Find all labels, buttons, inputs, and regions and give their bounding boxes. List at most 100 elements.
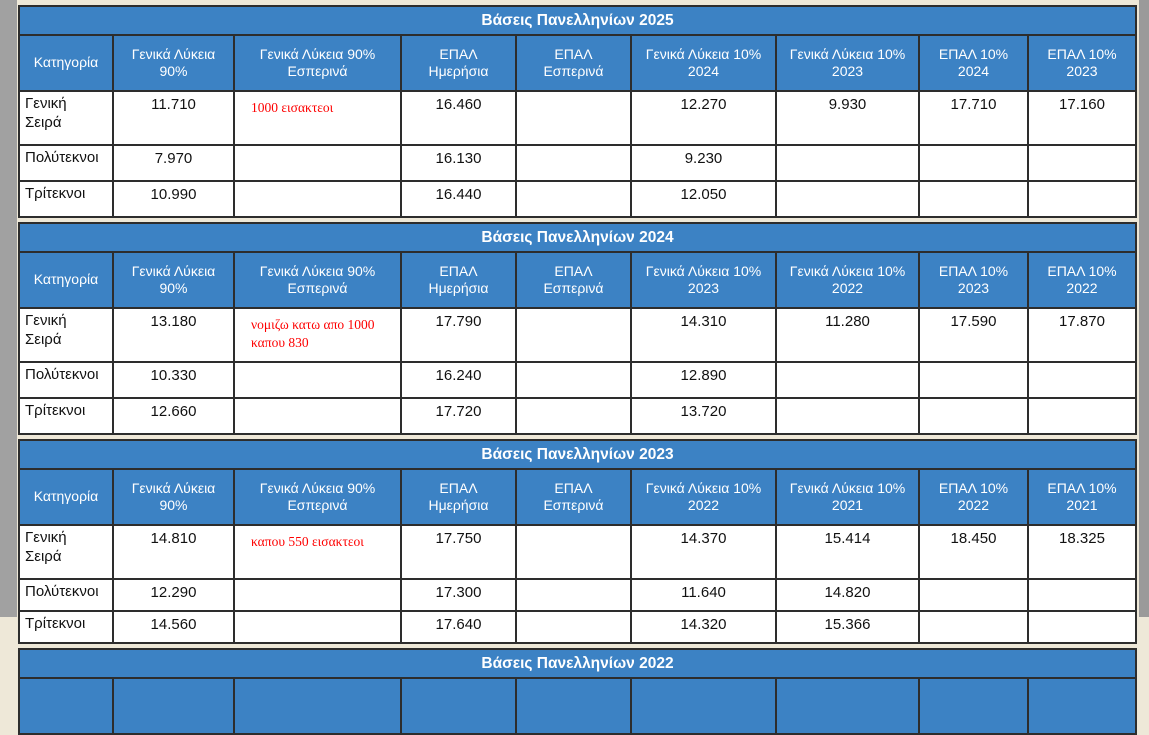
value-cell xyxy=(918,144,1029,182)
column-header xyxy=(630,677,777,735)
left-window-edge xyxy=(0,0,17,617)
value-cell xyxy=(233,578,402,612)
value-cell: 12.050 xyxy=(630,180,777,218)
column-header: Γενικά Λύκεια 10% 2023 xyxy=(775,34,920,92)
table-row: Τρίτεκνοι 12.660 17.720 13.720 xyxy=(18,397,1137,435)
column-header: Κατηγορία xyxy=(18,468,114,526)
value-cell xyxy=(775,180,920,218)
column-header: Γενικά Λύκεια 10% 2023 xyxy=(630,251,777,309)
column-header: Γενικά Λύκεια 90% Εσπερινά xyxy=(233,34,402,92)
value-cell: νομιζω κατω απο 1000 καπου 830 xyxy=(233,307,402,363)
column-header: ΕΠΑΛ Εσπερινά xyxy=(515,251,632,309)
value-cell: 14.310 xyxy=(630,307,777,363)
column-header xyxy=(400,677,517,735)
table-row: Γενική Σειρά 11.710 1000 εισακτεοι 16.460 12… xyxy=(18,90,1137,146)
value-cell: 17.750 xyxy=(400,524,517,580)
column-header xyxy=(18,677,114,735)
results-table-2024: Βάσεις Πανελληνίων 2024 Κατηγορία Γενικά Λ… xyxy=(18,222,1137,435)
value-cell: 16.460 xyxy=(400,90,517,146)
column-header: Γενικά Λύκεια 90% Εσπερινά xyxy=(233,251,402,309)
value-cell: 7.970 xyxy=(112,144,235,182)
value-cell: 17.300 xyxy=(400,578,517,612)
value-cell: 14.810 xyxy=(112,524,235,580)
results-table-2025: Βάσεις Πανελληνίων 2025 Κατηγορία Γενικά Λ… xyxy=(18,5,1137,218)
value-cell xyxy=(775,144,920,182)
value-cell xyxy=(515,397,632,435)
category-cell: Τρίτεκνοι xyxy=(18,610,114,644)
value-cell: 17.720 xyxy=(400,397,517,435)
value-cell xyxy=(515,610,632,644)
category-cell: Πολύτεκνοι xyxy=(18,578,114,612)
results-table-2022: Βάσεις Πανελληνίων 2022 xyxy=(18,648,1137,735)
value-cell: 15.366 xyxy=(775,610,920,644)
table-row: Πολύτεκνοι 10.330 16.240 12.890 xyxy=(18,361,1137,399)
value-cell: 11.710 xyxy=(112,90,235,146)
column-header: Γενικά Λύκεια 90% xyxy=(112,251,235,309)
category-cell: Πολύτεκνοι xyxy=(18,361,114,399)
value-cell xyxy=(775,361,920,399)
column-header: ΕΠΑΛ 10% 2021 xyxy=(1027,468,1137,526)
column-header xyxy=(233,677,402,735)
table-row: Γενική Σειρά 14.810 καπου 550 εισακτεοι 17.… xyxy=(18,524,1137,580)
category-cell: Τρίτεκνοι xyxy=(18,397,114,435)
value-cell: 16.440 xyxy=(400,180,517,218)
value-cell: 16.130 xyxy=(400,144,517,182)
value-cell xyxy=(515,524,632,580)
column-header: Γενικά Λύκεια 10% 2021 xyxy=(775,468,920,526)
value-cell xyxy=(233,397,402,435)
value-cell: 17.160 xyxy=(1027,90,1137,146)
column-header: Γενικά Λύκεια 90% Εσπερινά xyxy=(233,468,402,526)
value-cell xyxy=(918,578,1029,612)
handwritten-note: νομιζω κατω απο 1000 καπου 830 xyxy=(251,317,375,350)
column-header: ΕΠΑΛ 10% 2022 xyxy=(918,468,1029,526)
column-header xyxy=(775,677,920,735)
value-cell xyxy=(515,144,632,182)
column-header: ΕΠΑΛ 10% 2024 xyxy=(918,34,1029,92)
value-cell xyxy=(1027,180,1137,218)
column-header: Γενικά Λύκεια 90% xyxy=(112,34,235,92)
table-row: Τρίτεκνοι 10.990 16.440 12.050 xyxy=(18,180,1137,218)
value-cell: 17.640 xyxy=(400,610,517,644)
table-row: Πολύτεκνοι 7.970 16.130 9.230 xyxy=(18,144,1137,182)
table-title: Βάσεις Πανελληνίων 2023 xyxy=(18,439,1137,470)
results-table-2023: Βάσεις Πανελληνίων 2023 Κατηγορία Γενικά Λ… xyxy=(18,439,1137,644)
column-header: Γενικά Λύκεια 10% 2022 xyxy=(630,468,777,526)
column-header: Κατηγορία xyxy=(18,34,114,92)
value-cell: 12.890 xyxy=(630,361,777,399)
table-title: Βάσεις Πανελληνίων 2022 xyxy=(18,648,1137,679)
table-row: Πολύτεκνοι 12.290 17.300 11.640 14.820 xyxy=(18,578,1137,612)
column-header: ΕΠΑΛ Ημερήσια xyxy=(400,468,517,526)
value-cell: 14.820 xyxy=(775,578,920,612)
value-cell: 17.790 xyxy=(400,307,517,363)
value-cell xyxy=(233,180,402,218)
table-title: Βάσεις Πανελληνίων 2024 xyxy=(18,222,1137,253)
value-cell xyxy=(918,397,1029,435)
handwritten-note: 1000 εισακτεοι xyxy=(251,100,334,115)
value-cell: 11.640 xyxy=(630,578,777,612)
value-cell: 10.990 xyxy=(112,180,235,218)
category-cell: Γενική Σειρά xyxy=(18,524,114,580)
value-cell xyxy=(1027,397,1137,435)
tables-container: Βάσεις Πανελληνίων 2025 Κατηγορία Γενικά Λ… xyxy=(17,0,1139,735)
value-cell xyxy=(918,610,1029,644)
value-cell xyxy=(233,144,402,182)
category-cell: Πολύτεκνοι xyxy=(18,144,114,182)
value-cell xyxy=(775,397,920,435)
value-cell xyxy=(515,307,632,363)
column-header: Γενικά Λύκεια 10% 2024 xyxy=(630,34,777,92)
table-row: Γενική Σειρά 13.180 νομιζω κατω απο 1000 κ… xyxy=(18,307,1137,363)
value-cell xyxy=(918,361,1029,399)
column-header: Γενικά Λύκεια 90% xyxy=(112,468,235,526)
value-cell: 15.414 xyxy=(775,524,920,580)
value-cell xyxy=(515,361,632,399)
value-cell: 14.320 xyxy=(630,610,777,644)
column-header xyxy=(515,677,632,735)
value-cell: 17.870 xyxy=(1027,307,1137,363)
column-header: Κατηγορία xyxy=(18,251,114,309)
table-row: Τρίτεκνοι 14.560 17.640 14.320 15.366 xyxy=(18,610,1137,644)
vertical-scrollbar[interactable] xyxy=(1139,0,1149,617)
value-cell: 9.930 xyxy=(775,90,920,146)
value-cell xyxy=(1027,361,1137,399)
value-cell xyxy=(515,578,632,612)
value-cell: 14.560 xyxy=(112,610,235,644)
